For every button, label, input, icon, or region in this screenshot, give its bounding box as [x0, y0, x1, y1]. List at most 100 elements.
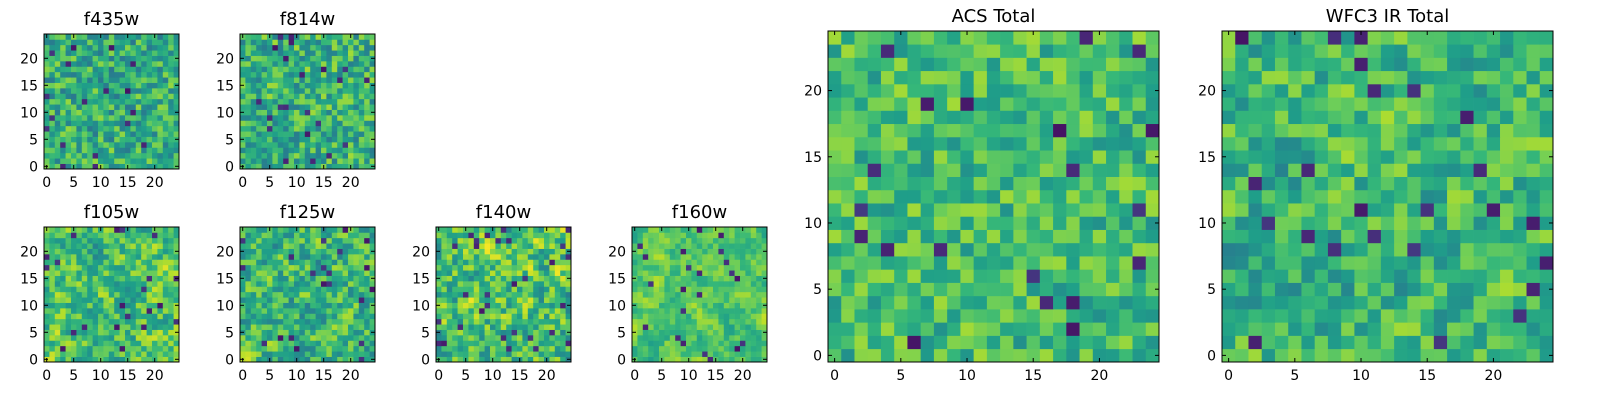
heatmap-cell	[446, 297, 453, 303]
heatmap-cell	[71, 152, 77, 159]
heatmap-cell	[468, 227, 475, 233]
heatmap-cell	[98, 335, 104, 341]
heatmap-cell	[1066, 189, 1080, 204]
heatmap-cell	[125, 232, 131, 239]
heatmap-cell	[321, 39, 327, 46]
heatmap-cell	[49, 308, 56, 314]
heatmap-cell	[76, 147, 83, 154]
heatmap-cell	[87, 125, 93, 132]
heatmap-cell	[1248, 189, 1263, 204]
heatmap-cell	[245, 77, 252, 83]
heatmap-cell	[702, 313, 708, 320]
heatmap-cell	[92, 318, 99, 325]
heatmap-cell	[1092, 229, 1107, 244]
heatmap-cell	[867, 295, 882, 310]
heatmap-cell	[65, 286, 72, 293]
heatmap-cell	[108, 93, 115, 100]
heatmap-cell	[321, 82, 327, 89]
heatmap-cell	[675, 275, 681, 282]
heatmap-cell	[277, 308, 284, 314]
heatmap-cell	[947, 203, 961, 217]
heatmap-cell	[756, 329, 762, 336]
heatmap-cell	[60, 324, 66, 330]
heatmap-cell	[554, 270, 561, 276]
heatmap-cell	[1000, 136, 1014, 151]
heatmap-cell	[71, 237, 77, 244]
heatmap-cell	[490, 313, 496, 320]
heatmap-cell	[250, 232, 257, 239]
heatmap-cell	[933, 335, 948, 350]
heatmap-cell	[173, 227, 180, 233]
heatmap-cell	[1314, 282, 1329, 297]
heatmap-cell	[353, 50, 360, 56]
heatmap-cell	[544, 329, 550, 336]
heatmap-cell	[1261, 150, 1276, 164]
heatmap-cell	[304, 98, 311, 105]
heatmap-cell	[841, 136, 855, 151]
heatmap-cell	[452, 318, 458, 325]
heatmap-cell	[342, 71, 349, 78]
heatmap-cell	[304, 259, 311, 266]
heatmap-cell	[76, 131, 83, 137]
heatmap-cell	[1066, 97, 1080, 111]
heatmap-cell	[867, 322, 882, 336]
heatmap-cell	[734, 345, 741, 352]
heatmap-cell	[135, 44, 142, 51]
heatmap-cell	[261, 324, 268, 330]
heatmap-cell	[125, 77, 131, 83]
heatmap-cell	[522, 340, 529, 347]
heatmap-cell	[648, 335, 654, 341]
heatmap-cell	[108, 281, 115, 287]
heatmap-cell	[1119, 335, 1133, 350]
heatmap-cell	[288, 109, 295, 116]
heatmap-cell	[146, 259, 153, 266]
heatmap-cell	[103, 50, 110, 56]
heatmap-cell	[1235, 150, 1249, 164]
heatmap-cell	[130, 351, 137, 357]
heatmap-cell	[907, 57, 922, 72]
heatmap-cell	[828, 44, 842, 58]
heatmap-cell	[283, 275, 289, 282]
heatmap-cell	[1066, 163, 1080, 177]
heatmap-cell	[299, 77, 306, 83]
heatmap-cell	[283, 136, 289, 143]
heatmap-cell	[44, 115, 50, 121]
heatmap-cell	[157, 254, 164, 260]
heatmap-cell	[54, 340, 61, 347]
heatmap-cell	[479, 237, 485, 244]
heatmap-cell	[933, 295, 948, 310]
heatmap-cell	[65, 50, 72, 56]
heatmap-cell	[119, 324, 126, 330]
heatmap-cell	[146, 329, 153, 336]
heatmap-cell	[326, 237, 333, 244]
heatmap-cell	[637, 232, 644, 239]
heatmap-cell	[1460, 229, 1474, 244]
heatmap-cell	[1513, 348, 1527, 363]
heatmap-cell	[146, 136, 153, 143]
heatmap-cell	[294, 275, 300, 282]
heatmap-cell	[162, 120, 169, 127]
heatmap-cell	[500, 329, 507, 336]
heatmap-cell	[240, 66, 246, 73]
heatmap-cell	[267, 120, 273, 127]
heatmap-cell	[446, 329, 453, 336]
heatmap-cell	[369, 152, 376, 159]
heatmap-cell	[277, 270, 284, 276]
heatmap-cell	[544, 264, 550, 271]
heatmap-cell	[49, 61, 56, 67]
heatmap-cell	[632, 286, 638, 293]
heatmap-cell	[256, 227, 262, 233]
heatmap-cell	[960, 216, 974, 230]
heatmap-cell	[168, 243, 174, 249]
heatmap-cell	[310, 77, 316, 83]
heatmap-cell	[162, 88, 169, 94]
heatmap-cell	[162, 55, 169, 62]
heatmap-cell	[680, 254, 687, 260]
axes-frame	[631, 226, 768, 363]
heatmap-cell	[841, 295, 855, 310]
heatmap-cell	[135, 308, 142, 314]
heatmap-cell	[986, 70, 1001, 85]
heatmap-cell	[60, 131, 66, 137]
heatmap-cell	[358, 39, 365, 46]
heatmap-cell	[734, 313, 741, 320]
